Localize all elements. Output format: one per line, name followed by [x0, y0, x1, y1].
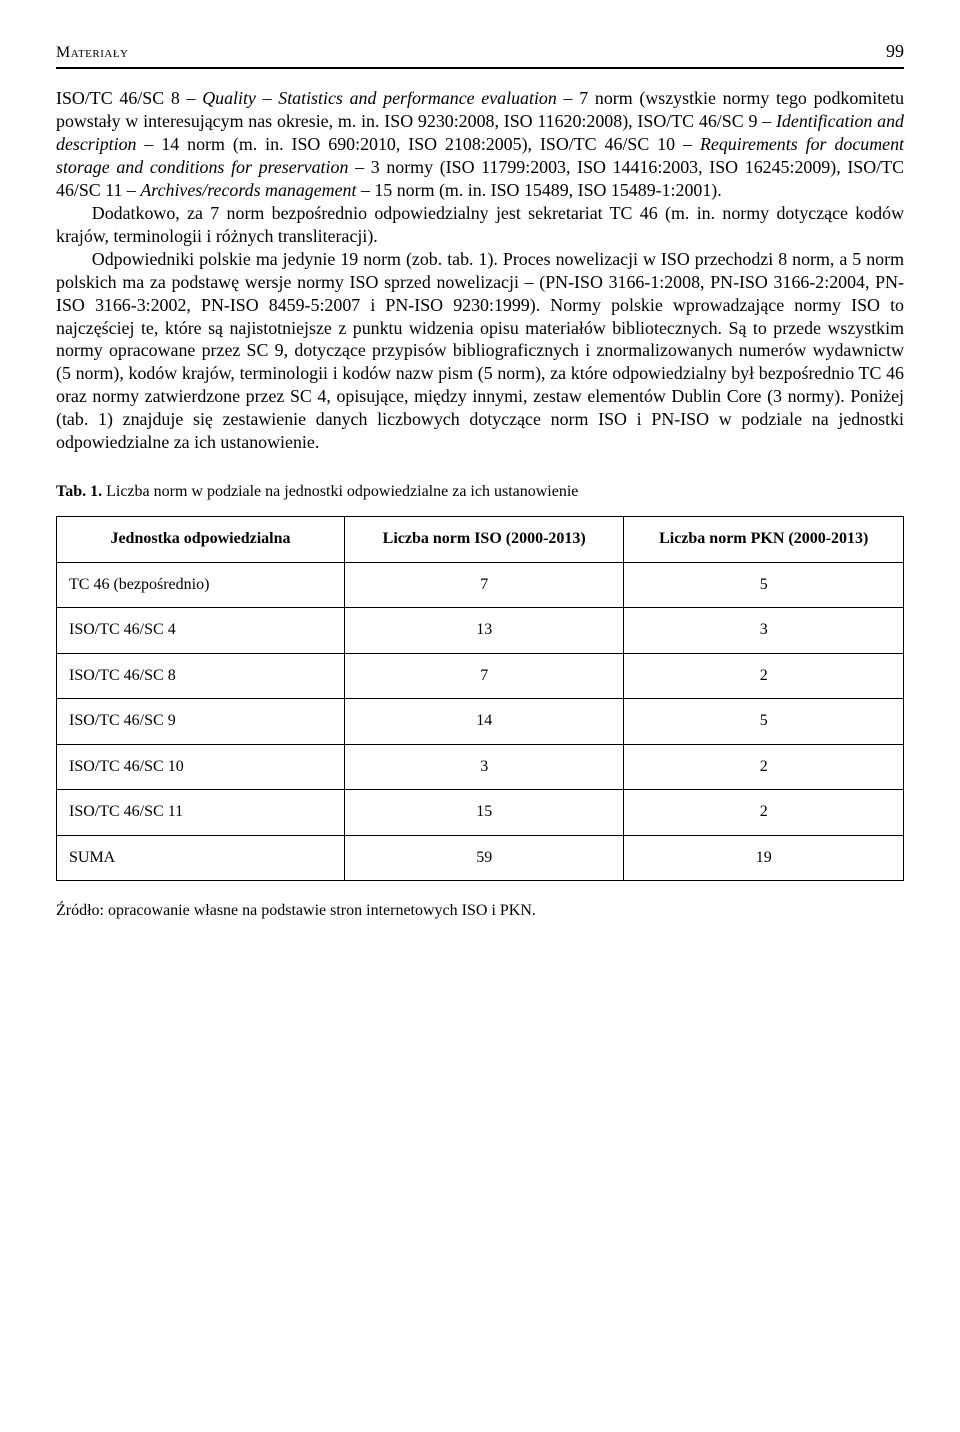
cell-pkn: 2 [624, 744, 904, 789]
cell-pkn: 5 [624, 562, 904, 607]
cell-iso: 14 [344, 699, 624, 744]
cell-iso: 13 [344, 608, 624, 653]
cell-pkn: 2 [624, 653, 904, 698]
cell-iso: 59 [344, 835, 624, 880]
table-source: Źródło: opracowanie własne na podstawie … [56, 901, 904, 921]
cell-pkn: 5 [624, 699, 904, 744]
cell-pkn: 2 [624, 790, 904, 835]
cell-unit: TC 46 (bezpośrednio) [57, 562, 345, 607]
table-row: SUMA5919 [57, 835, 904, 880]
table-row: ISO/TC 46/SC 9145 [57, 699, 904, 744]
table-row: ISO/TC 46/SC 872 [57, 653, 904, 698]
table-row: TC 46 (bezpośrednio)75 [57, 562, 904, 607]
table-body: TC 46 (bezpośrednio)75ISO/TC 46/SC 4133I… [57, 562, 904, 880]
table-row: ISO/TC 46/SC 1032 [57, 744, 904, 789]
cell-unit: ISO/TC 46/SC 4 [57, 608, 345, 653]
cell-iso: 7 [344, 653, 624, 698]
table-caption: Tab. 1. Liczba norm w podziale na jednos… [56, 482, 904, 502]
table-row: ISO/TC 46/SC 4133 [57, 608, 904, 653]
cell-pkn: 3 [624, 608, 904, 653]
paragraph-1: ISO/TC 46/SC 8 – Quality – Statistics an… [56, 87, 904, 202]
table-row: ISO/TC 46/SC 11152 [57, 790, 904, 835]
cell-iso: 3 [344, 744, 624, 789]
cell-unit: SUMA [57, 835, 345, 880]
table-header-row: Jednostka odpowiedzialna Liczba norm ISO… [57, 517, 904, 562]
cell-unit: ISO/TC 46/SC 8 [57, 653, 345, 698]
col-header-pkn: Liczba norm PKN (2000-2013) [624, 517, 904, 562]
col-header-iso: Liczba norm ISO (2000-2013) [344, 517, 624, 562]
page-number: 99 [886, 40, 904, 63]
cell-unit: ISO/TC 46/SC 11 [57, 790, 345, 835]
cell-pkn: 19 [624, 835, 904, 880]
norms-table: Jednostka odpowiedzialna Liczba norm ISO… [56, 516, 904, 881]
header-label: Materiały [56, 43, 129, 63]
cell-unit: ISO/TC 46/SC 9 [57, 699, 345, 744]
cell-iso: 7 [344, 562, 624, 607]
cell-unit: ISO/TC 46/SC 10 [57, 744, 345, 789]
col-header-unit: Jednostka odpowiedzialna [57, 517, 345, 562]
paragraph-3: Odpowiedniki polskie ma jedynie 19 norm … [56, 248, 904, 454]
paragraph-2: Dodatkowo, za 7 norm bezpośrednio odpowi… [56, 202, 904, 248]
cell-iso: 15 [344, 790, 624, 835]
